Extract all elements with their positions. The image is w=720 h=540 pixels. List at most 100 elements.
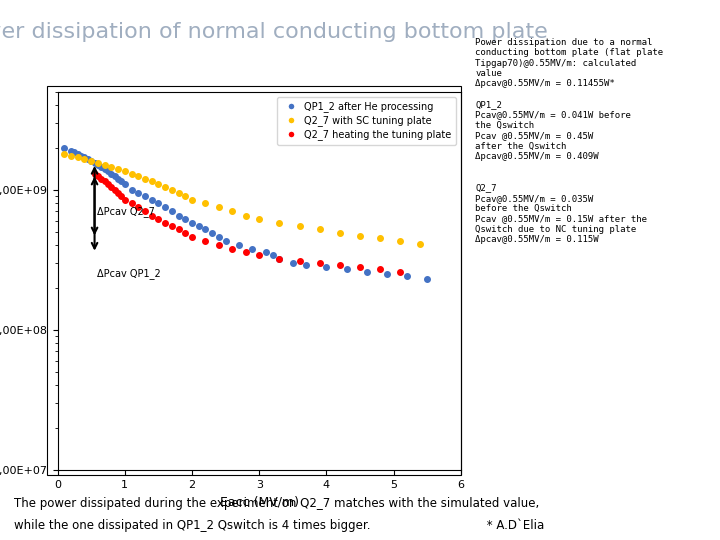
QP1_2 after He processing xyxy=(117,178,126,185)
Q2_7 heating the tuning plate xyxy=(174,226,183,233)
Q2_7 with SC tuning plate xyxy=(376,235,384,241)
Text: The power dissipated during the experiment on Q2_7 matches with the simulated va: The power dissipated during the experime… xyxy=(14,497,540,510)
Q2_7 with SC tuning plate xyxy=(275,220,284,226)
QP1_2 after He processing xyxy=(148,197,156,203)
Q2_7 with SC tuning plate xyxy=(215,204,223,211)
QP1_2 after He processing xyxy=(90,160,99,166)
QP1_2 after He processing xyxy=(87,158,96,164)
Q2_7 with SC tuning plate xyxy=(87,158,96,164)
Q2_7 heating the tuning plate xyxy=(107,184,116,190)
Q2_7 heating the tuning plate xyxy=(148,213,156,219)
QP1_2 after He processing xyxy=(248,245,257,252)
QP1_2 after He processing xyxy=(423,276,431,282)
QP1_2 after He processing xyxy=(269,252,277,259)
Q2_7 heating the tuning plate xyxy=(100,178,109,185)
Q2_7 with SC tuning plate xyxy=(73,154,82,161)
QP1_2 after He processing xyxy=(60,144,68,151)
Q2_7 heating the tuning plate xyxy=(140,208,149,214)
Legend: QP1_2 after He processing, Q2_7 with SC tuning plate, Q2_7 heating the tuning pl: QP1_2 after He processing, Q2_7 with SC … xyxy=(276,97,456,145)
Q2_7 heating the tuning plate xyxy=(188,234,197,240)
Q2_7 with SC tuning plate xyxy=(315,226,324,233)
Q2_7 heating the tuning plate xyxy=(215,242,223,248)
Q2_7 heating the tuning plate xyxy=(356,264,364,271)
QP1_2 after He processing xyxy=(104,168,112,174)
Text: ΔPcav Q2_7: ΔPcav Q2_7 xyxy=(96,206,155,217)
Q2_7 heating the tuning plate xyxy=(161,220,169,226)
QP1_2 after He processing xyxy=(134,190,143,196)
Q2_7 with SC tuning plate xyxy=(241,213,250,219)
Text: Power dissipation of normal conducting bottom plate: Power dissipation of normal conducting b… xyxy=(0,22,547,42)
Q2_7 heating the tuning plate xyxy=(336,262,344,268)
Line: QP1_2 after He processing: QP1_2 after He processing xyxy=(61,145,430,282)
Q2_7 heating the tuning plate xyxy=(90,171,99,177)
Q2_7 with SC tuning plate xyxy=(134,173,143,179)
QP1_2 after He processing xyxy=(120,181,129,187)
Q2_7 heating the tuning plate xyxy=(396,268,405,275)
QP1_2 after He processing xyxy=(70,149,78,156)
QP1_2 after He processing xyxy=(221,238,230,244)
QP1_2 after He processing xyxy=(302,262,310,268)
QP1_2 after He processing xyxy=(261,248,270,255)
Q2_7 heating the tuning plate xyxy=(255,252,264,259)
Q2_7 with SC tuning plate xyxy=(127,171,136,177)
Text: Power dissipation due to a normal
conducting bottom plate (flat plate
Tipgap70)@: Power dissipation due to a normal conduc… xyxy=(475,38,663,245)
QP1_2 after He processing xyxy=(208,230,217,237)
QP1_2 after He processing xyxy=(215,234,223,240)
Line: Q2_7 heating the tuning plate: Q2_7 heating the tuning plate xyxy=(91,171,403,274)
Q2_7 heating the tuning plate xyxy=(117,193,126,199)
Q2_7 heating the tuning plate xyxy=(228,245,237,252)
Q2_7 with SC tuning plate xyxy=(181,193,189,199)
QP1_2 after He processing xyxy=(110,173,119,179)
QP1_2 after He processing xyxy=(168,208,176,214)
Q2_7 heating the tuning plate xyxy=(376,266,384,273)
Q2_7 with SC tuning plate xyxy=(188,197,197,203)
Q2_7 with SC tuning plate xyxy=(60,151,68,157)
QP1_2 after He processing xyxy=(67,147,76,154)
QP1_2 after He processing xyxy=(402,273,411,280)
Q2_7 with SC tuning plate xyxy=(228,208,237,214)
QP1_2 after He processing xyxy=(174,213,183,219)
Q2_7 heating the tuning plate xyxy=(154,215,163,222)
Q2_7 with SC tuning plate xyxy=(120,168,129,174)
QP1_2 after He processing xyxy=(100,166,109,172)
Q2_7 heating the tuning plate xyxy=(114,190,122,196)
Q2_7 with SC tuning plate xyxy=(80,156,89,163)
Q2_7 with SC tuning plate xyxy=(161,184,169,190)
Q2_7 heating the tuning plate xyxy=(127,200,136,206)
Q2_7 with SC tuning plate xyxy=(114,166,122,172)
QP1_2 after He processing xyxy=(194,223,203,230)
Q2_7 heating the tuning plate xyxy=(295,258,304,264)
Q2_7 with SC tuning plate xyxy=(356,232,364,239)
Q2_7 with SC tuning plate xyxy=(168,186,176,193)
Q2_7 with SC tuning plate xyxy=(94,160,102,166)
QP1_2 after He processing xyxy=(181,215,189,222)
QP1_2 after He processing xyxy=(342,266,351,273)
QP1_2 after He processing xyxy=(154,200,163,206)
Q2_7 heating the tuning plate xyxy=(110,186,119,193)
Q2_7 heating the tuning plate xyxy=(104,181,112,187)
QP1_2 after He processing xyxy=(127,186,136,193)
QP1_2 after He processing xyxy=(114,176,122,182)
Text: while the one dissipated in QP1_2 Qswitch is 4 times bigger.                    : while the one dissipated in QP1_2 Qswitc… xyxy=(14,518,544,532)
QP1_2 after He processing xyxy=(188,220,197,226)
Q2_7 heating the tuning plate xyxy=(275,256,284,262)
Q2_7 heating the tuning plate xyxy=(168,223,176,230)
Q2_7 with SC tuning plate xyxy=(107,164,116,170)
Line: Q2_7 with SC tuning plate: Q2_7 with SC tuning plate xyxy=(61,151,423,247)
Text: ΔPcav QP1_2: ΔPcav QP1_2 xyxy=(96,268,161,280)
QP1_2 after He processing xyxy=(97,164,106,170)
QP1_2 after He processing xyxy=(80,154,89,161)
Q2_7 with SC tuning plate xyxy=(416,241,425,247)
QP1_2 after He processing xyxy=(94,162,102,168)
Q2_7 with SC tuning plate xyxy=(148,178,156,185)
Q2_7 with SC tuning plate xyxy=(255,215,264,222)
Q2_7 with SC tuning plate xyxy=(154,181,163,187)
Q2_7 heating the tuning plate xyxy=(134,204,143,211)
QP1_2 after He processing xyxy=(382,271,391,277)
QP1_2 after He processing xyxy=(235,242,243,248)
QP1_2 after He processing xyxy=(73,151,82,157)
Q2_7 with SC tuning plate xyxy=(174,190,183,196)
Q2_7 heating the tuning plate xyxy=(120,197,129,203)
Q2_7 with SC tuning plate xyxy=(140,176,149,182)
Q2_7 heating the tuning plate xyxy=(181,230,189,237)
